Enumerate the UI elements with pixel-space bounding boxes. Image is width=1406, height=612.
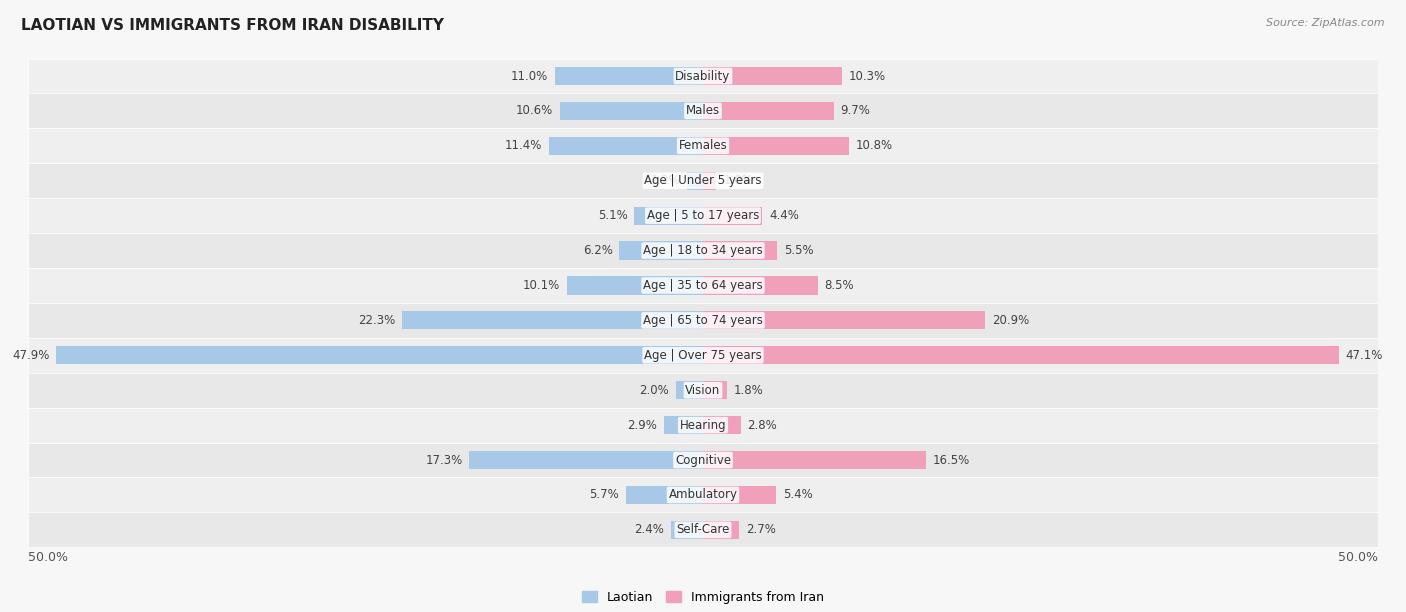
Text: 2.7%: 2.7% bbox=[747, 523, 776, 536]
Text: 1.0%: 1.0% bbox=[723, 174, 754, 187]
Bar bbox=[703, 312, 986, 329]
Text: Age | 65 to 74 years: Age | 65 to 74 years bbox=[643, 314, 763, 327]
Bar bbox=[28, 442, 1378, 477]
Bar bbox=[703, 172, 717, 190]
Bar bbox=[56, 346, 703, 364]
Bar bbox=[619, 242, 703, 259]
Bar bbox=[703, 381, 727, 399]
Bar bbox=[671, 521, 703, 539]
Bar bbox=[686, 172, 703, 190]
Bar bbox=[550, 136, 703, 155]
Bar bbox=[28, 477, 1378, 512]
Text: 20.9%: 20.9% bbox=[991, 314, 1029, 327]
Bar bbox=[28, 94, 1378, 129]
Text: 11.0%: 11.0% bbox=[510, 70, 548, 83]
Text: 5.5%: 5.5% bbox=[785, 244, 814, 257]
Bar bbox=[626, 486, 703, 504]
Text: 1.8%: 1.8% bbox=[734, 384, 763, 397]
Text: 17.3%: 17.3% bbox=[426, 453, 463, 466]
Text: Age | 5 to 17 years: Age | 5 to 17 years bbox=[647, 209, 759, 222]
Text: 10.3%: 10.3% bbox=[849, 70, 886, 83]
Bar bbox=[28, 303, 1378, 338]
Text: 50.0%: 50.0% bbox=[1339, 551, 1378, 564]
Bar bbox=[676, 381, 703, 399]
Text: 22.3%: 22.3% bbox=[359, 314, 395, 327]
Bar bbox=[664, 416, 703, 434]
Text: 10.1%: 10.1% bbox=[523, 279, 560, 292]
Text: Age | 18 to 34 years: Age | 18 to 34 years bbox=[643, 244, 763, 257]
Text: 11.4%: 11.4% bbox=[505, 140, 543, 152]
Text: 9.7%: 9.7% bbox=[841, 105, 870, 118]
Text: Vision: Vision bbox=[685, 384, 721, 397]
Text: 6.2%: 6.2% bbox=[582, 244, 613, 257]
Bar bbox=[703, 451, 925, 469]
Text: 5.1%: 5.1% bbox=[598, 209, 627, 222]
Bar bbox=[703, 67, 842, 85]
Text: 2.0%: 2.0% bbox=[640, 384, 669, 397]
Bar bbox=[703, 136, 849, 155]
Bar bbox=[703, 242, 778, 259]
Text: 2.9%: 2.9% bbox=[627, 419, 657, 431]
Text: 2.4%: 2.4% bbox=[634, 523, 664, 536]
Bar bbox=[703, 416, 741, 434]
Bar bbox=[560, 102, 703, 120]
Bar bbox=[28, 512, 1378, 547]
Bar bbox=[703, 102, 834, 120]
Bar bbox=[703, 346, 1339, 364]
Text: 16.5%: 16.5% bbox=[932, 453, 970, 466]
Text: 47.1%: 47.1% bbox=[1346, 349, 1384, 362]
Bar bbox=[28, 59, 1378, 94]
Text: 4.4%: 4.4% bbox=[769, 209, 799, 222]
Bar bbox=[703, 521, 740, 539]
Text: 50.0%: 50.0% bbox=[28, 551, 67, 564]
Bar bbox=[28, 233, 1378, 268]
Text: 47.9%: 47.9% bbox=[13, 349, 49, 362]
Text: Disability: Disability bbox=[675, 70, 731, 83]
Text: Females: Females bbox=[679, 140, 727, 152]
Legend: Laotian, Immigrants from Iran: Laotian, Immigrants from Iran bbox=[576, 586, 830, 609]
Bar bbox=[28, 408, 1378, 442]
Bar bbox=[554, 67, 703, 85]
Text: 5.4%: 5.4% bbox=[783, 488, 813, 501]
Bar bbox=[28, 129, 1378, 163]
Bar bbox=[28, 338, 1378, 373]
Bar bbox=[28, 268, 1378, 303]
Bar bbox=[28, 198, 1378, 233]
Bar bbox=[703, 486, 776, 504]
Text: 10.6%: 10.6% bbox=[516, 105, 553, 118]
Text: 8.5%: 8.5% bbox=[824, 279, 853, 292]
Text: Males: Males bbox=[686, 105, 720, 118]
Text: Source: ZipAtlas.com: Source: ZipAtlas.com bbox=[1267, 18, 1385, 28]
Bar bbox=[402, 312, 703, 329]
Text: 10.8%: 10.8% bbox=[855, 140, 893, 152]
Text: Age | Under 5 years: Age | Under 5 years bbox=[644, 174, 762, 187]
Bar bbox=[567, 277, 703, 294]
Text: LAOTIAN VS IMMIGRANTS FROM IRAN DISABILITY: LAOTIAN VS IMMIGRANTS FROM IRAN DISABILI… bbox=[21, 18, 444, 34]
Bar bbox=[703, 277, 818, 294]
Text: Age | 35 to 64 years: Age | 35 to 64 years bbox=[643, 279, 763, 292]
Bar bbox=[703, 207, 762, 225]
Text: Age | Over 75 years: Age | Over 75 years bbox=[644, 349, 762, 362]
Text: 5.7%: 5.7% bbox=[589, 488, 619, 501]
Bar bbox=[470, 451, 703, 469]
Text: 1.2%: 1.2% bbox=[650, 174, 681, 187]
Text: Ambulatory: Ambulatory bbox=[668, 488, 738, 501]
Bar bbox=[634, 207, 703, 225]
Bar bbox=[28, 373, 1378, 408]
Text: 2.8%: 2.8% bbox=[748, 419, 778, 431]
Text: Self-Care: Self-Care bbox=[676, 523, 730, 536]
Text: Cognitive: Cognitive bbox=[675, 453, 731, 466]
Text: Hearing: Hearing bbox=[679, 419, 727, 431]
Bar bbox=[28, 163, 1378, 198]
